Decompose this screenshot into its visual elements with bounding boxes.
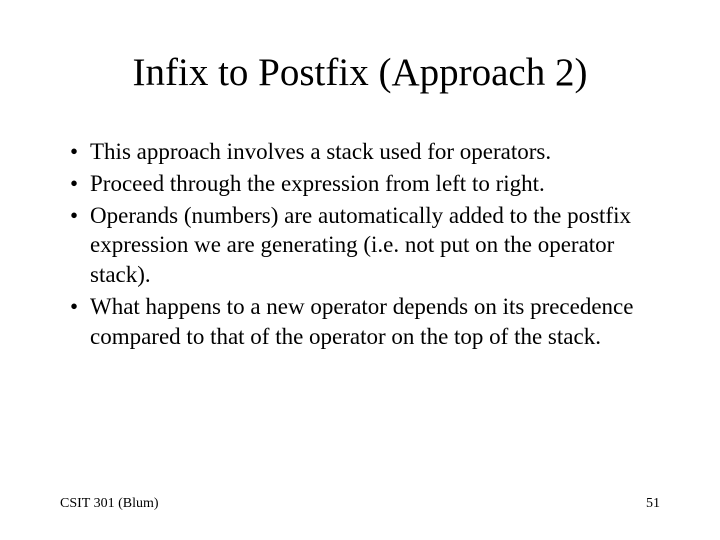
bullet-item: Proceed through the expression from left… bbox=[70, 169, 660, 199]
slide-footer: CSIT 301 (Blum) 51 bbox=[60, 496, 660, 512]
slide-title: Infix to Postfix (Approach 2) bbox=[60, 50, 660, 97]
footer-page-number: 51 bbox=[646, 496, 660, 512]
footer-course-info: CSIT 301 (Blum) bbox=[60, 496, 159, 512]
slide-container: Infix to Postfix (Approach 2) This appro… bbox=[0, 0, 720, 540]
bullet-item: Operands (numbers) are automatically add… bbox=[70, 201, 660, 291]
slide-content: This approach involves a stack used for … bbox=[60, 137, 660, 352]
bullet-item: What happens to a new operator depends o… bbox=[70, 292, 660, 352]
bullet-item: This approach involves a stack used for … bbox=[70, 137, 660, 167]
bullet-list: This approach involves a stack used for … bbox=[70, 137, 660, 352]
